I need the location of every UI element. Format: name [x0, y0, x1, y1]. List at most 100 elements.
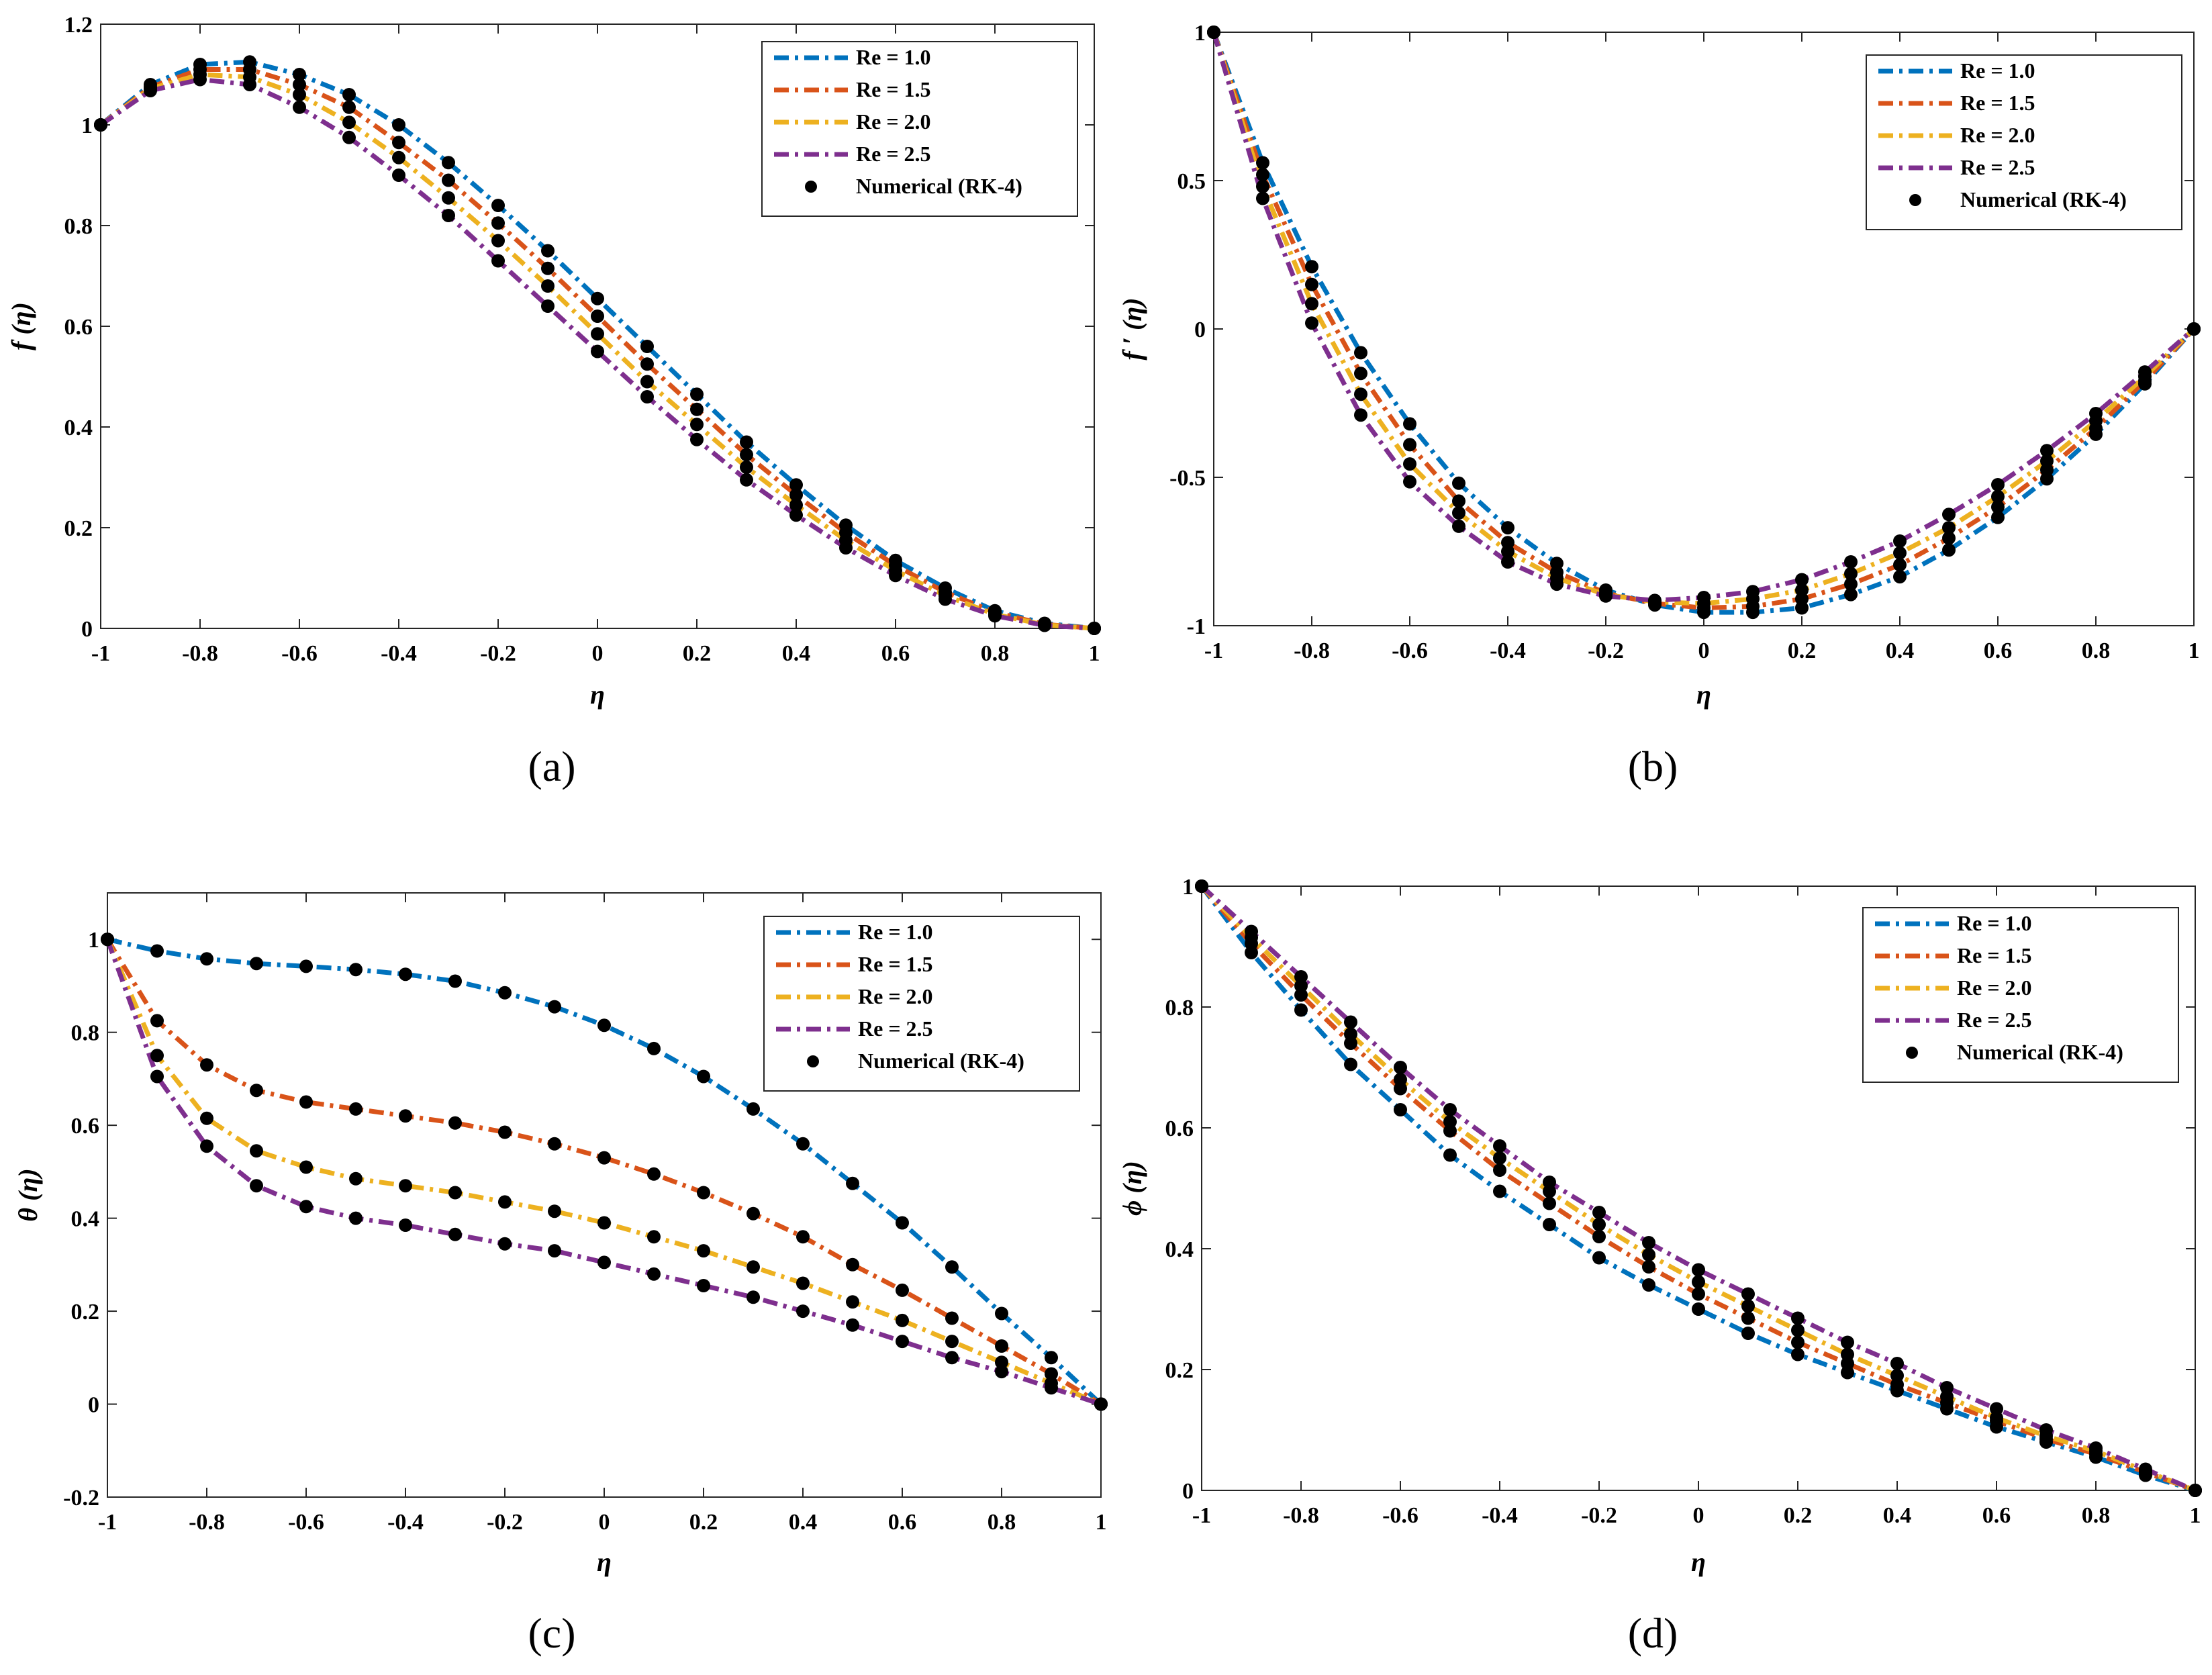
numerical-point-re20 — [640, 375, 654, 389]
x-tick-label: -0.4 — [1482, 1503, 1518, 1528]
x-tick-label: 0.6 — [1982, 1503, 2011, 1528]
numerical-point-re20 — [789, 498, 803, 512]
y-tick-label: 0.2 — [71, 1300, 100, 1325]
numerical-point-re10 — [1256, 156, 1269, 170]
numerical-point-re25 — [995, 1365, 1008, 1379]
legend-label-re25: Re = 2.5 — [1960, 155, 2035, 179]
legend-a: Re = 1.0 Re = 1.5 Re = 2.0 Re = 2.5 Numerica… — [761, 41, 1078, 217]
legend-swatch-numerical — [807, 1055, 819, 1067]
numerical-point-re25 — [1642, 1236, 1655, 1249]
y-tick-label: -0.5 — [1169, 466, 1206, 491]
x-tick-label: 1 — [1089, 641, 1100, 666]
numerical-point-re10 — [349, 963, 363, 977]
numerical-point-re20 — [1344, 1027, 1357, 1041]
numerical-point-re10 — [1305, 260, 1318, 274]
numerical-point-re25 — [399, 1218, 412, 1232]
numerical-point-re25 — [250, 1179, 263, 1193]
numerical-point-re25 — [1893, 534, 1907, 548]
x-tick-label: -0.2 — [480, 641, 516, 666]
legend-label-re10: Re = 1.0 — [1957, 911, 2032, 935]
numerical-point-re25 — [1543, 1176, 1556, 1189]
legend-label-re20: Re = 2.0 — [856, 109, 931, 134]
numerical-point-re25 — [442, 209, 455, 222]
numerical-point-re25 — [889, 569, 902, 583]
numerical-point-re10 — [1394, 1103, 1407, 1116]
y-tick-label: 0.6 — [71, 1114, 100, 1139]
numerical-point-re10 — [896, 1216, 909, 1230]
numerical-point-re20 — [2040, 454, 2054, 468]
numerical-point-re25 — [2139, 1462, 2152, 1476]
x-tick-label: -1 — [1204, 638, 1223, 663]
x-tick-label: -0.8 — [1283, 1503, 1319, 1528]
numerical-point-re20 — [1452, 506, 1465, 520]
numerical-point-re15 — [299, 1095, 313, 1109]
x-tick-label: -1 — [91, 641, 110, 666]
numerical-point-re15 — [1592, 1230, 1606, 1243]
x-tick-label: 0.2 — [683, 641, 712, 666]
y-axis-label: ϕ (η) — [1117, 1161, 1147, 1216]
numerical-point-re10 — [1592, 1251, 1606, 1265]
numerical-point-re25 — [1344, 1015, 1357, 1029]
numerical-point-re15 — [945, 1311, 959, 1325]
numerical-point-re20 — [747, 1260, 760, 1274]
numerical-point-re20 — [697, 1244, 710, 1258]
numerical-point-re25 — [939, 592, 952, 606]
numerical-point-re25 — [690, 432, 704, 446]
numerical-point-re10 — [1942, 543, 1956, 557]
numerical-point-re25 — [94, 118, 107, 132]
numerical-point-re10 — [1493, 1184, 1506, 1198]
numerical-point-re20 — [299, 1160, 313, 1174]
numerical-point-re15 — [349, 1102, 363, 1116]
numerical-point-re20 — [1642, 1248, 1655, 1261]
numerical-point-re10 — [1543, 1218, 1556, 1231]
numerical-point-re15 — [1893, 558, 1907, 572]
numerical-point-re10 — [299, 959, 313, 973]
numerical-point-re10 — [491, 199, 505, 212]
numerical-point-re10 — [846, 1176, 859, 1190]
numerical-point-re20 — [1991, 489, 2005, 504]
numerical-point-re10 — [1344, 1057, 1357, 1071]
numerical-point-re25 — [150, 1069, 164, 1084]
legend-label-re20: Re = 2.0 — [858, 984, 933, 1008]
numerical-point-re10 — [1045, 1351, 1058, 1365]
x-tick-label: -0.6 — [1392, 638, 1428, 663]
numerical-point-re25 — [988, 609, 1002, 623]
y-tick-label: 0.4 — [71, 1207, 100, 1232]
y-tick-label: 1.2 — [64, 13, 93, 38]
x-tick-label: -0.2 — [1588, 638, 1624, 663]
numerical-point-re25 — [1294, 970, 1308, 984]
numerical-point-re15 — [399, 1109, 412, 1123]
numerical-point-re10 — [1452, 476, 1465, 490]
numerical-point-re10 — [293, 68, 306, 81]
numerical-point-re15 — [1354, 367, 1367, 381]
numerical-point-re25 — [1305, 316, 1318, 330]
numerical-point-re25 — [2089, 1441, 2103, 1455]
y-tick-label: 0.8 — [1165, 996, 1194, 1020]
y-tick-label: 0.8 — [71, 1021, 100, 1046]
numerical-point-re15 — [442, 173, 455, 187]
y-tick-label: 1 — [1194, 21, 1206, 46]
caption-b: (b) — [1628, 743, 1678, 790]
y-tick-label: 0 — [81, 617, 93, 642]
numerical-point-re25 — [789, 508, 803, 522]
numerical-point-re25 — [1550, 577, 1564, 591]
x-axis-label: η — [1691, 1547, 1706, 1577]
numerical-point-re10 — [200, 952, 213, 966]
x-tick-label: -0.8 — [189, 1510, 225, 1535]
y-tick-label: 0.5 — [1177, 169, 1206, 194]
x-tick-label: 0.4 — [782, 641, 811, 666]
numerical-point-re25 — [697, 1279, 710, 1292]
numerical-point-re10 — [1443, 1148, 1457, 1162]
numerical-point-re15 — [995, 1339, 1008, 1353]
chart-a: -1 -0.8 -0.6 -0.4 -0.2 0 0.2 0.4 0.6 0.8 1 0 0.2 0.4 0… — [6, 13, 1101, 790]
y-tick-label: 0.2 — [64, 516, 93, 541]
y-tick-label: -1 — [1187, 614, 1206, 639]
legend-d: Re = 1.0 Re = 1.5 Re = 2.0 Re = 2.5 Numerica… — [1862, 907, 2179, 1083]
x-tick-label: -0.6 — [288, 1510, 324, 1535]
numerical-point-re25 — [1648, 593, 1662, 608]
numerical-point-re25 — [740, 473, 753, 487]
numerical-point-re20 — [250, 1144, 263, 1158]
numerical-point-re25 — [2189, 1484, 2202, 1497]
x-tick-label: -0.4 — [387, 1510, 424, 1535]
